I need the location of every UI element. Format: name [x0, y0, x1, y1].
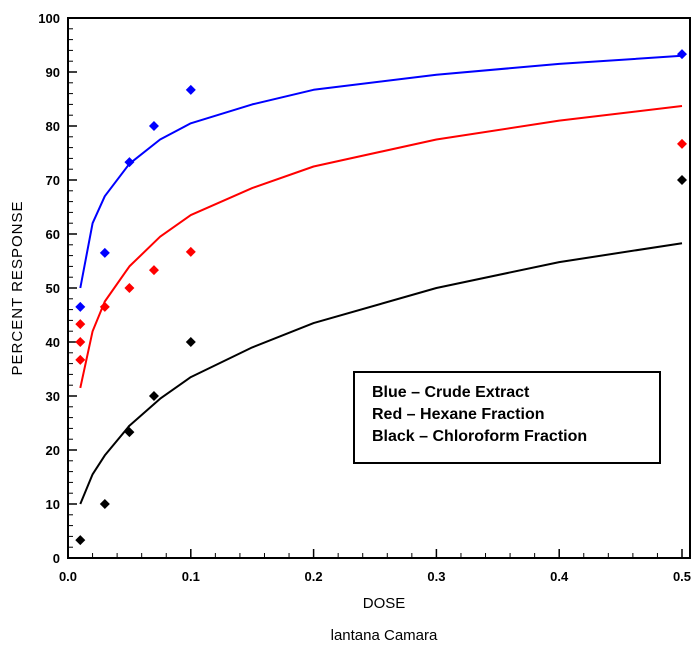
x-tick-label: 0.4: [550, 569, 569, 584]
data-point-1: [124, 283, 135, 293]
chart-caption: lantana Camara: [331, 627, 438, 644]
data-point-1: [677, 138, 687, 149]
data-point-2: [75, 535, 86, 546]
y-tick-label: 60: [46, 227, 60, 242]
x-tick-label: 0.2: [305, 569, 323, 584]
tick-labels: 0.0 0.1 0.2 0.3 0.4 0.5 0 10 20 30 40 50 60 70 80 90 100: [38, 11, 691, 584]
y-tick-label: 90: [46, 65, 60, 80]
data-point-2: [99, 499, 110, 509]
data-point-0: [677, 49, 687, 60]
legend: Blue – Crude Extract Red – Hexane Fracti…: [353, 371, 661, 464]
legend-box: [353, 371, 661, 464]
x-tick-label: 0.3: [427, 569, 445, 584]
y-tick-label: 50: [46, 281, 60, 296]
x-tick-label: 0.5: [673, 569, 691, 584]
x-tick-label: 0.0: [59, 569, 77, 584]
y-tick-label: 10: [46, 497, 60, 512]
data-point-2: [677, 175, 687, 185]
data-point-0: [99, 247, 110, 258]
legend-entry-red: Red – Hexane Fraction: [372, 406, 545, 423]
y-tick-label: 40: [46, 335, 60, 350]
x-tick-label: 0.1: [182, 569, 200, 584]
fit-curve-2: [79, 242, 683, 505]
legend-entry-blue: Blue – Crude Extract: [372, 384, 530, 401]
y-tick-label: 70: [46, 173, 60, 188]
fit-curves: [79, 54, 683, 505]
data-point-2: [185, 337, 196, 347]
y-tick-label: 100: [38, 11, 60, 26]
plot-frame: [67, 17, 691, 559]
data-point-1: [148, 265, 159, 276]
data-point-1: [75, 354, 86, 365]
data-point-1: [75, 319, 86, 330]
axis-ticks: [67, 17, 683, 559]
data-point-0: [124, 157, 135, 168]
fit-curve-1: [79, 105, 683, 389]
fit-curve-0: [79, 54, 683, 289]
data-point-1: [99, 301, 110, 312]
legend-entry-black: Black – Chloroform Fraction: [372, 428, 587, 445]
data-point-0: [185, 84, 196, 95]
y-tick-label: 20: [46, 443, 60, 458]
y-axis-title: PERCENT RESPONSE: [9, 201, 26, 376]
data-point-2: [124, 427, 135, 438]
data-point-0: [75, 301, 86, 312]
y-tick-label: 30: [46, 389, 60, 404]
y-tick-label: 0: [53, 551, 60, 566]
data-points: [75, 49, 687, 546]
data-point-2: [148, 391, 159, 401]
y-tick-label: 80: [46, 119, 60, 134]
x-axis-title: DOSE: [363, 595, 406, 612]
data-point-1: [185, 246, 196, 257]
data-point-0: [148, 121, 159, 131]
data-point-1: [75, 337, 86, 347]
